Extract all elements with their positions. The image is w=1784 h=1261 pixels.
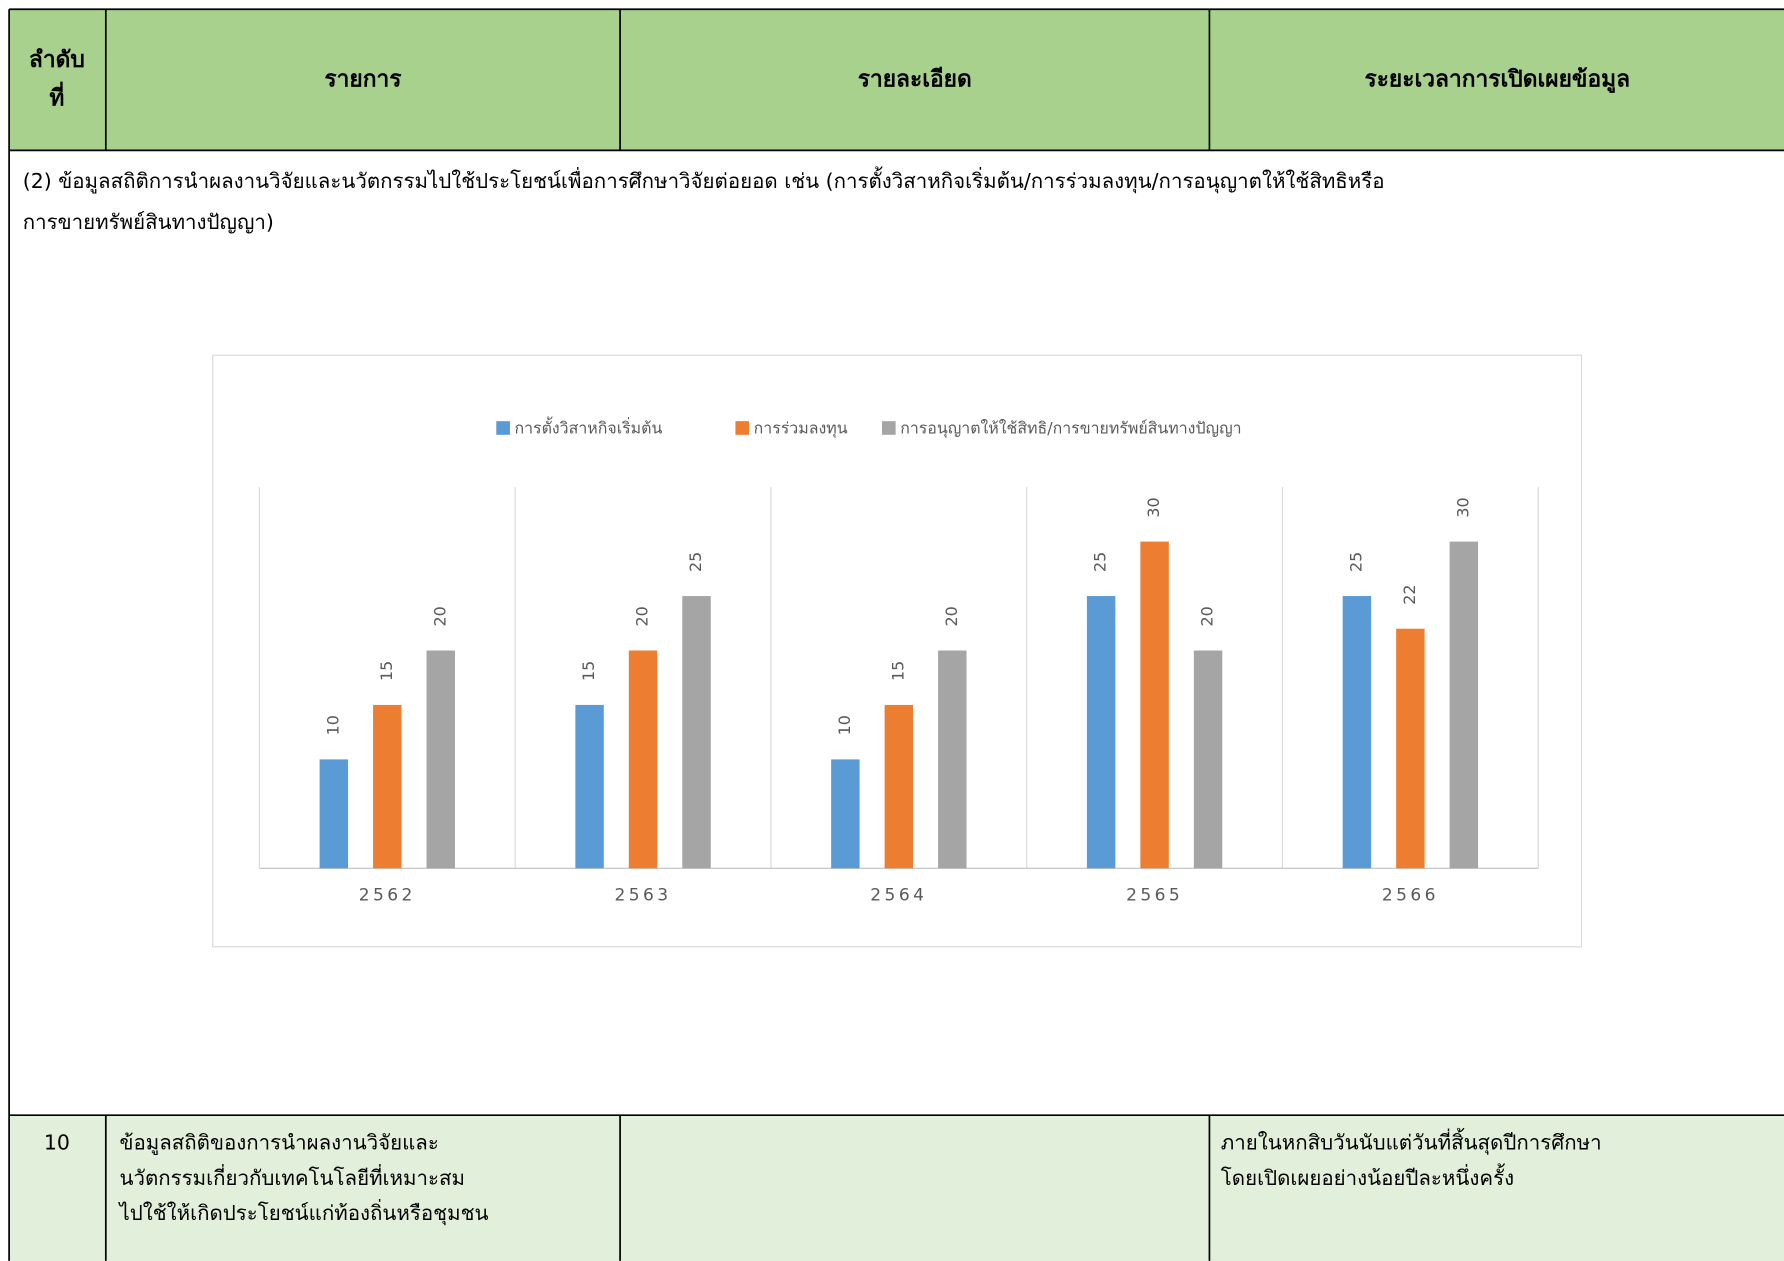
data-row bbox=[9, 1115, 1784, 1261]
data-label: 20 bbox=[633, 606, 652, 626]
x-tick-label: 2563 bbox=[615, 886, 672, 906]
cell-text: ที่ bbox=[49, 82, 64, 112]
data-label: 22 bbox=[1400, 584, 1419, 604]
bar bbox=[1449, 541, 1479, 869]
cell-text: รายการ bbox=[324, 66, 402, 92]
data-label: 30 bbox=[1453, 497, 1472, 517]
cell-text: ระยะเวลาการเปิดเผยข้อมูล bbox=[1364, 66, 1630, 93]
x-tick-label: 2566 bbox=[1382, 886, 1439, 906]
data-label: 15 bbox=[377, 661, 396, 681]
cell-text: การขายทรัพย์สินทางปัญญา) bbox=[23, 210, 274, 234]
bar bbox=[426, 650, 455, 869]
bar bbox=[1140, 541, 1169, 869]
bar bbox=[884, 704, 914, 869]
bar bbox=[575, 704, 604, 869]
legend-label: การอนุญาตให้ใช้สิทธิ/การขายทรัพย์สินทางป… bbox=[900, 419, 1241, 439]
bar bbox=[1396, 628, 1425, 869]
cell-text: รายละเอียด bbox=[858, 66, 972, 92]
bar bbox=[938, 650, 967, 869]
bar bbox=[831, 759, 860, 869]
data-label: 20 bbox=[430, 606, 449, 626]
cell-text: 10 bbox=[44, 1131, 70, 1155]
cell-text: นวัตกรรมเกี่ยวกับเทคโนโลยีที่เหมาะสม bbox=[119, 1164, 465, 1190]
data-label: 10 bbox=[835, 715, 854, 735]
data-label: 20 bbox=[1198, 606, 1217, 626]
table-borders bbox=[8, 8, 1784, 1261]
data-label: 20 bbox=[942, 606, 961, 626]
cell-text: ข้อมูลสถิติของการนำผลงานวิจัยและ bbox=[119, 1131, 438, 1156]
data-label: 10 bbox=[323, 715, 342, 735]
data-label: 25 bbox=[1346, 552, 1365, 572]
bar bbox=[1342, 596, 1372, 869]
legend-swatch bbox=[496, 421, 510, 435]
bar bbox=[319, 759, 349, 869]
legend-swatch bbox=[881, 421, 896, 435]
bar bbox=[628, 650, 658, 869]
cell-text: ไปใช้ให้เกิดประโยชน์แก่ท้องถิ่นหรือชุมชน bbox=[117, 1199, 488, 1226]
legend-swatch bbox=[735, 421, 750, 435]
bar bbox=[682, 596, 711, 869]
data-label: 15 bbox=[888, 661, 907, 681]
cell-text: (2) ข้อมูลสถิติการนำผลงานวิจัยและนวัตกรร… bbox=[23, 166, 1385, 194]
bar bbox=[1086, 596, 1116, 869]
data-label: 25 bbox=[686, 552, 705, 572]
data-label: 30 bbox=[1144, 497, 1163, 517]
x-tick-label: 2565 bbox=[1126, 886, 1183, 906]
cell-text: ภายในหกสิบวันนับแต่วันที่สิ้นสุดปีการศึก… bbox=[1221, 1128, 1602, 1156]
legend-label: การตั้งวิสาหกิจเริ่มต้น bbox=[514, 417, 662, 438]
x-tick-label: 2562 bbox=[359, 886, 416, 906]
cell-text: ลำดับ bbox=[29, 47, 85, 73]
bar bbox=[1193, 650, 1223, 869]
bar bbox=[373, 704, 402, 869]
header-row bbox=[9, 9, 1784, 151]
cell-text: โดยเปิดเผยอย่างน้อยปีละหนึ่งครั้ง bbox=[1221, 1163, 1514, 1190]
data-label: 15 bbox=[579, 661, 598, 681]
legend-label: การร่วมลงทุน bbox=[754, 419, 848, 439]
x-tick-label: 2564 bbox=[870, 886, 927, 906]
chart: การตั้งวิสาหกิจเริ่มต้น การร่วมลงทุน การอน… bbox=[258, 417, 1539, 906]
data-label: 25 bbox=[1091, 552, 1110, 572]
